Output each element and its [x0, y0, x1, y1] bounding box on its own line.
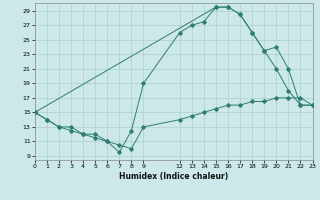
X-axis label: Humidex (Indice chaleur): Humidex (Indice chaleur) — [119, 172, 228, 181]
